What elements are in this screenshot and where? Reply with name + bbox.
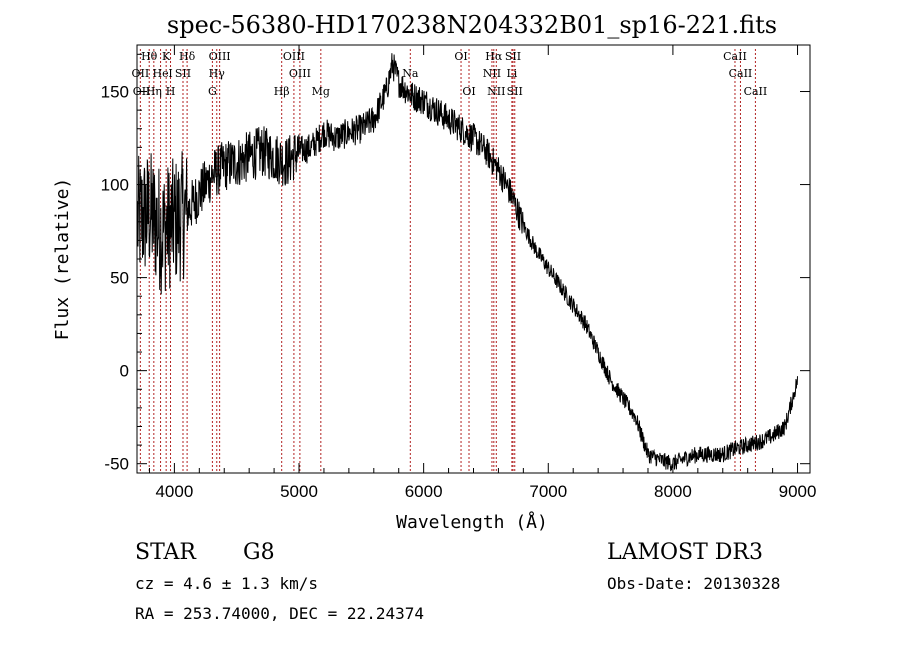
y-tick-label: 150 <box>101 83 129 102</box>
survey-name: LAMOST DR3 <box>607 540 763 565</box>
spectral-line-label: K <box>162 50 171 63</box>
spectral-line-label: Hδ <box>179 50 196 63</box>
spectral-line-label: OIII <box>209 50 231 63</box>
spectral-line-label: Hθ <box>141 50 158 63</box>
spectral-line-label: He <box>153 67 169 80</box>
spectral-line-label: CaII <box>729 67 753 80</box>
y-tick-label: -50 <box>104 455 129 474</box>
spectral-line-label: OIII <box>289 67 311 80</box>
y-tick-label: 50 <box>110 269 129 288</box>
y-tick-label: 100 <box>101 176 129 195</box>
spectral-line-label: Na <box>402 67 419 80</box>
spectral-line-label: OIII <box>283 50 305 63</box>
spectral-line-label: Li <box>506 67 517 80</box>
redshift-velocity: cz = 4.6 ± 1.3 km/s <box>135 574 319 593</box>
y-tick-label: 0 <box>120 362 129 381</box>
object-subclass: G8 <box>243 540 275 565</box>
chart-title: spec-56380-HD170238N204332B01_sp16-221.f… <box>167 11 777 39</box>
coordinates: RA = 253.74000, DEC = 22.24374 <box>135 604 424 623</box>
spectral-line-label: Hη <box>146 85 162 98</box>
observation-date: Obs-Date: 20130328 <box>607 574 781 593</box>
axis-ticks: 4000 5000 6000 7000 8000 9000 -50 0 50 100 150 <box>101 45 817 501</box>
x-tick-label: 4000 <box>155 482 193 501</box>
flux-series-line <box>137 53 798 472</box>
spectral-line-label: SII <box>175 67 191 80</box>
spectral-line-label: G <box>208 85 217 98</box>
spectral-line-label: SII <box>507 85 523 98</box>
spectral-line-label: NII <box>487 85 505 98</box>
spectral-line-label: OII <box>132 67 150 80</box>
object-class: STAR <box>135 540 196 565</box>
x-tick-label: 9000 <box>779 482 817 501</box>
spectral-line-label: CaII <box>744 85 768 98</box>
x-tick-label: 5000 <box>280 482 318 501</box>
spectral-line-label: Mg <box>312 85 330 98</box>
x-axis-label: Wavelength (Å) <box>396 511 548 533</box>
spectral-line-label: I <box>168 67 172 80</box>
spectral-line-label: Hα <box>485 50 503 63</box>
spectral-line-label: Hγ <box>209 67 226 80</box>
spectral-line-label: OI <box>454 50 467 63</box>
x-tick-label: 7000 <box>529 482 567 501</box>
x-tick-label: 8000 <box>654 482 692 501</box>
y-axis-label: Flux (relative) <box>52 178 73 341</box>
plot-frame <box>136 44 811 474</box>
x-tick-label: 6000 <box>405 482 443 501</box>
spectral-line-label: SII <box>505 50 521 63</box>
spectral-line-label: CaII <box>723 50 747 63</box>
spectral-line-label: OI <box>462 85 475 98</box>
spectral-line-label: Hβ <box>274 85 290 98</box>
spectral-line-label: H <box>166 85 176 98</box>
spectral-line-label: NII <box>483 67 501 80</box>
